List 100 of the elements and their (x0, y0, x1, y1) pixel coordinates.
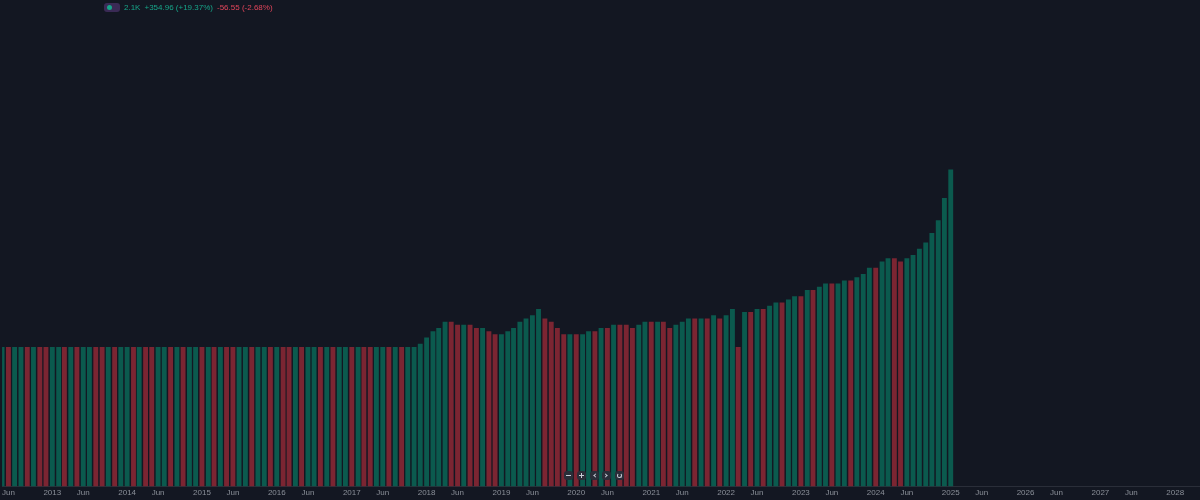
bar (804, 289, 810, 487)
x-tick-label: Jun (226, 488, 240, 498)
x-tick-label: 2014 (118, 488, 137, 498)
bar (74, 346, 80, 487)
x-tick-label: Jun (151, 488, 165, 498)
x-tick-label: Jun (451, 488, 465, 498)
bar (367, 346, 373, 487)
bar (355, 346, 361, 487)
bar (617, 324, 623, 487)
bar (324, 346, 330, 487)
bar (486, 331, 492, 487)
bar (873, 267, 879, 487)
x-tick-label: Jun (675, 488, 689, 498)
bar (24, 346, 30, 487)
bar (93, 346, 99, 487)
bar (31, 346, 36, 487)
bar (217, 346, 223, 487)
bar (105, 346, 111, 487)
bar (611, 324, 616, 487)
bar (61, 346, 67, 487)
x-tick-label: 2025 (941, 488, 961, 498)
x-tick-label: Jun (525, 488, 539, 498)
bar (492, 334, 498, 487)
x-tick-label: Jun (1124, 488, 1138, 498)
bar (386, 346, 392, 487)
x-tick-label: 2027 (1091, 488, 1110, 498)
bar (704, 318, 710, 487)
x-tick-label: Jun (76, 488, 90, 498)
bar (99, 346, 105, 487)
bar (136, 346, 142, 487)
x-tick-label: 2024 (866, 488, 886, 498)
bar (592, 331, 598, 487)
bar (841, 280, 847, 487)
x-tick-label: Jun (975, 488, 989, 498)
bar (735, 346, 741, 487)
bar (205, 346, 211, 487)
bar (249, 346, 255, 487)
x-tick-label: Jun (825, 488, 839, 498)
bar (604, 327, 610, 487)
bar (274, 346, 280, 487)
bar (37, 346, 43, 487)
x-tick-label: Jun (2, 488, 15, 498)
bar (118, 346, 124, 487)
x-tick-label: Jun (750, 488, 764, 498)
bar (748, 312, 754, 487)
bar (399, 346, 405, 487)
bar (542, 318, 548, 487)
x-tick-label: Jun (376, 488, 390, 498)
x-tick-label: 2016 (267, 488, 287, 498)
x-tick-label: Jun (600, 488, 614, 498)
x-tick-label: 2028 (1166, 488, 1185, 498)
bar (742, 312, 747, 487)
bar (299, 346, 305, 487)
bar (261, 346, 267, 487)
bar (848, 280, 854, 487)
bar (760, 308, 766, 487)
x-tick-label: 2017 (342, 488, 362, 498)
bar (131, 346, 136, 487)
x-tick-label: Jun (1050, 488, 1063, 498)
bar (480, 327, 486, 487)
bar (180, 346, 186, 487)
bar (798, 296, 804, 487)
bar (673, 324, 679, 487)
bar (124, 346, 130, 487)
bar (168, 346, 174, 487)
text: -56.55 (-2.68%) (216, 3, 273, 12)
bar (573, 334, 579, 487)
text: +354.96 (+19.37%) (144, 3, 213, 12)
bar (242, 346, 248, 487)
x-tick-label: 2020 (567, 488, 586, 498)
x-tick-label: Jun (301, 488, 315, 498)
bar (305, 346, 311, 487)
bar (698, 318, 704, 487)
bar (112, 346, 118, 487)
x-tick-label: Jun (900, 488, 914, 498)
x-tick-label: 2019 (492, 488, 511, 498)
bar (317, 346, 323, 487)
x-tick-label: 2022 (717, 488, 736, 498)
bar (461, 324, 467, 487)
x-tick-label: 2021 (642, 488, 661, 498)
text: 2.1K (124, 3, 141, 12)
bar (311, 346, 317, 487)
bar (405, 346, 411, 487)
x-tick-label: 2023 (792, 488, 811, 498)
bar (655, 321, 661, 487)
bar (349, 346, 355, 487)
bar (68, 346, 74, 487)
bar (904, 258, 910, 487)
bar (255, 346, 261, 487)
x-tick-label: 2013 (43, 488, 62, 498)
bar (292, 346, 298, 487)
bar (392, 346, 398, 487)
bar (648, 321, 654, 487)
bar (854, 277, 860, 487)
bar (330, 346, 336, 487)
bar (717, 318, 723, 487)
bar (6, 346, 11, 487)
bar (711, 315, 717, 487)
bar (267, 346, 273, 487)
bar (692, 318, 698, 487)
